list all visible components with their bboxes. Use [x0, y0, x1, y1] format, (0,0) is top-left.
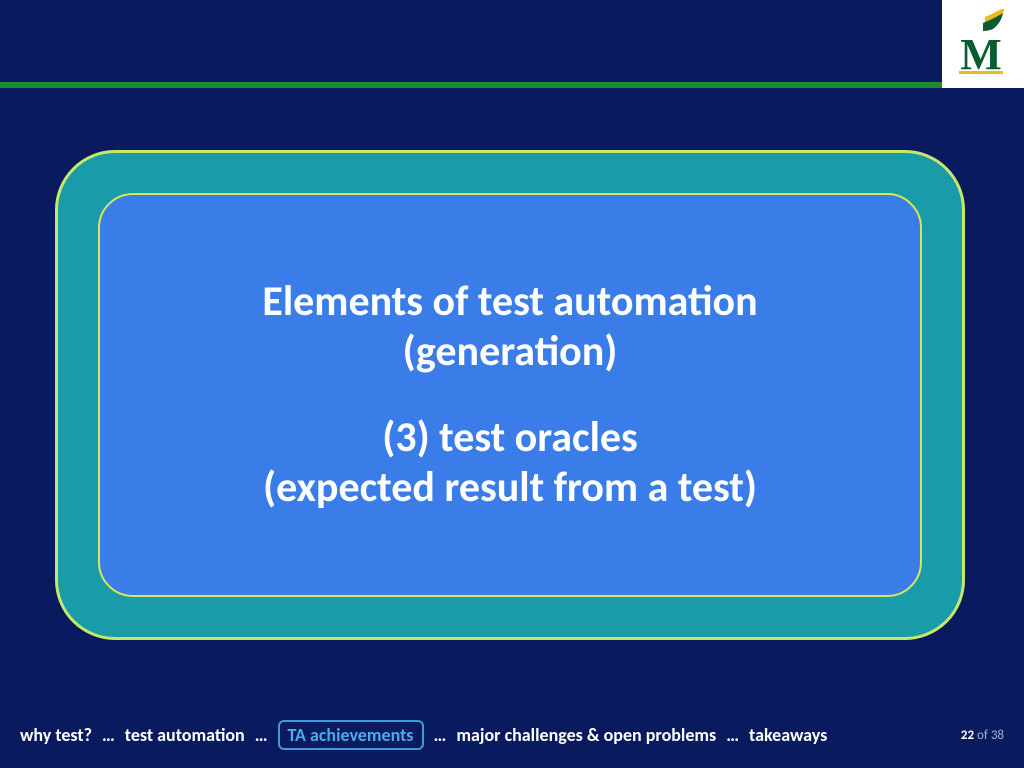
- nav-separator: …: [722, 724, 743, 746]
- nav-item-takeaways[interactable]: takeaways: [749, 724, 827, 746]
- outer-panel: Elements of test automation (generation)…: [55, 150, 965, 640]
- breadcrumb-nav: why test? … test automation … TA achieve…: [20, 720, 827, 750]
- nav-item-major-challenges[interactable]: major challenges & open problems: [456, 724, 716, 746]
- nav-separator: …: [251, 724, 272, 746]
- header-bar: M: [0, 0, 1024, 88]
- nav-item-why-test[interactable]: why test?: [20, 724, 92, 746]
- footer-bar: why test? … test automation … TA achieve…: [0, 720, 1024, 750]
- page-of-label: of: [977, 728, 988, 743]
- nav-separator: …: [430, 724, 451, 746]
- page-indicator: 22 of 38: [961, 728, 1004, 743]
- nav-item-ta-achievements[interactable]: TA achievements: [278, 720, 424, 750]
- header-divider: [0, 82, 1024, 88]
- nav-separator: …: [98, 724, 119, 746]
- title-line-2: (generation): [403, 327, 618, 377]
- sub-line-1: (3) test oracles: [382, 413, 638, 463]
- logo-container: M: [942, 0, 1024, 88]
- sub-line-2: (expected result from a test): [263, 463, 757, 513]
- page-total: 38: [991, 728, 1004, 743]
- gmu-logo-icon: M: [953, 9, 1013, 79]
- page-current: 22: [961, 728, 974, 743]
- nav-item-test-automation[interactable]: test automation: [125, 724, 245, 746]
- title-line-1: Elements of test automation: [262, 277, 757, 327]
- inner-panel: Elements of test automation (generation)…: [98, 193, 922, 597]
- main-content: Elements of test automation (generation)…: [55, 150, 965, 640]
